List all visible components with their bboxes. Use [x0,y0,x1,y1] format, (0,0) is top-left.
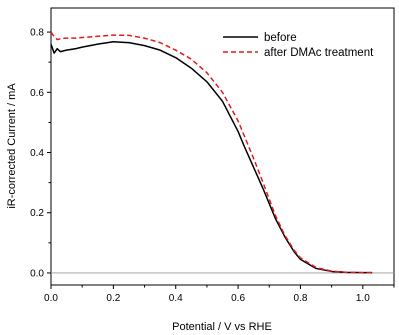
y-axis-label: iR-corrected Current / mA [6,83,18,209]
x-tick-label: 0.0 [44,293,58,304]
plot-frame [50,7,395,286]
legend: before after DMAc treatment [223,32,374,59]
x-tick-label: 0.8 [294,293,308,304]
series-line-after-dmac [50,31,373,274]
x-tick-label: 0.6 [231,293,245,304]
y-tick-label: 0.0 [30,268,44,279]
x-axis-ticks: 0.0 0.2 0.4 0.6 0.8 1.0 [44,285,395,304]
legend-label-after-dmac: after DMAc treatment [264,47,374,59]
y-tick-label: 0.2 [30,208,44,219]
y-tick-label: 0.8 [30,28,44,39]
series-layer [50,31,373,274]
x-tick-label: 1.0 [356,293,370,304]
y-tick-label: 0.6 [30,88,44,99]
series-line-before [50,40,373,274]
y-tick-label: 0.4 [30,148,44,159]
y-axis-ticks: 0.0 0.2 0.4 0.6 0.8 [30,28,51,279]
x-tick-label: 0.4 [169,293,183,304]
x-tick-label: 0.2 [106,293,120,304]
x-axis-label: Potential / V vs RHE [172,321,272,333]
legend-label-before: before [264,32,297,44]
